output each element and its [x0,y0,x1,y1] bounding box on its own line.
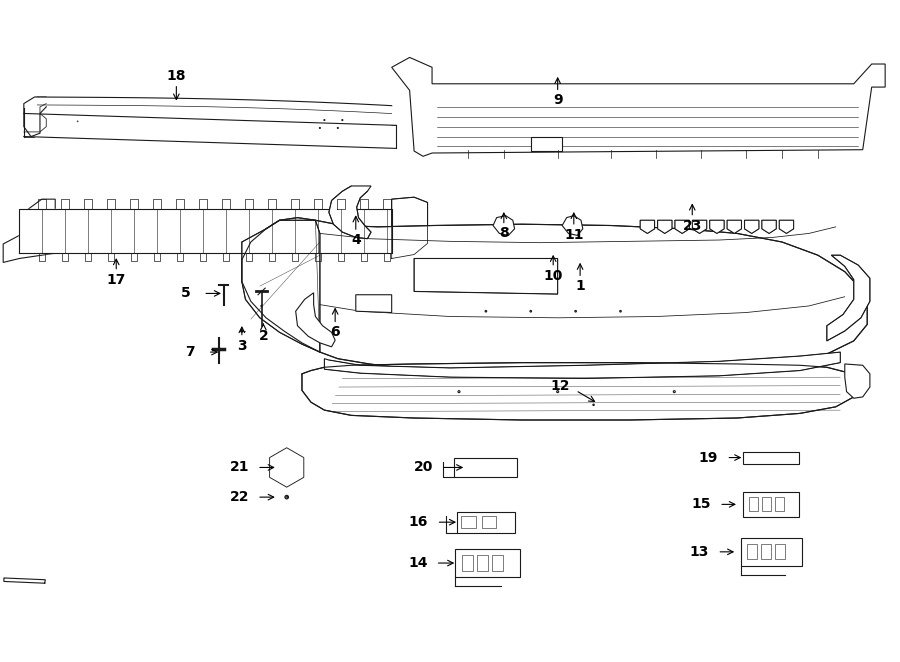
Polygon shape [744,220,759,234]
Text: 2: 2 [258,328,268,343]
Polygon shape [296,293,335,347]
Circle shape [557,391,559,393]
Circle shape [620,310,621,312]
Bar [776,544,786,559]
Circle shape [285,495,289,499]
Bar [743,492,799,517]
Polygon shape [779,220,794,234]
Bar [455,549,520,577]
Bar [743,451,799,463]
Text: 9: 9 [553,93,562,107]
Circle shape [458,391,460,393]
Bar [482,516,496,528]
Text: 6: 6 [330,326,340,340]
Polygon shape [640,220,654,234]
Polygon shape [727,220,742,234]
Bar [747,544,757,559]
Circle shape [673,391,675,393]
Bar [454,457,518,477]
Polygon shape [242,218,868,372]
Polygon shape [493,216,515,236]
Text: 11: 11 [564,228,583,242]
Polygon shape [658,220,672,234]
Polygon shape [827,255,870,341]
Polygon shape [675,220,689,234]
Text: 1: 1 [575,279,585,293]
Circle shape [575,310,576,312]
Circle shape [285,466,288,469]
Circle shape [241,330,242,332]
Text: 10: 10 [544,269,562,283]
Text: 16: 16 [409,515,428,529]
Polygon shape [414,258,558,294]
Circle shape [261,305,262,307]
Text: 7: 7 [185,345,194,359]
Text: 17: 17 [106,273,126,287]
Polygon shape [19,209,391,253]
Text: 18: 18 [166,69,186,83]
Bar [775,497,784,511]
Polygon shape [356,295,392,312]
Polygon shape [762,220,777,234]
Text: 21: 21 [230,461,249,475]
Polygon shape [710,220,724,234]
Text: 4: 4 [351,233,361,247]
Circle shape [285,496,288,498]
Polygon shape [392,197,428,258]
Circle shape [223,294,224,295]
Text: 20: 20 [413,461,433,475]
Polygon shape [328,186,371,239]
Circle shape [530,310,532,312]
Text: 13: 13 [689,545,709,559]
Polygon shape [302,363,859,420]
Bar [761,544,771,559]
Bar [749,497,758,511]
Bar [741,538,802,566]
Text: 8: 8 [499,226,508,240]
Polygon shape [562,216,583,236]
Text: 23: 23 [682,218,702,232]
Text: 22: 22 [230,490,249,504]
Circle shape [284,465,289,469]
Bar [492,555,503,571]
Polygon shape [23,97,46,136]
Polygon shape [324,352,841,379]
Bar [477,555,488,571]
Polygon shape [392,58,886,156]
Text: 12: 12 [551,379,570,393]
Polygon shape [270,448,304,487]
Polygon shape [242,220,320,352]
Circle shape [593,404,594,406]
Bar [456,512,515,533]
Bar [762,497,771,511]
Text: 15: 15 [691,497,711,511]
Bar [462,516,476,528]
Circle shape [240,330,243,332]
Text: 5: 5 [180,287,190,301]
Text: 19: 19 [698,451,718,465]
Polygon shape [531,136,562,151]
Polygon shape [845,364,870,399]
Polygon shape [692,220,706,234]
Circle shape [485,310,487,312]
Polygon shape [4,578,45,583]
Text: 3: 3 [237,338,247,353]
Bar [462,555,472,571]
Polygon shape [4,199,55,262]
Text: 14: 14 [408,556,427,570]
